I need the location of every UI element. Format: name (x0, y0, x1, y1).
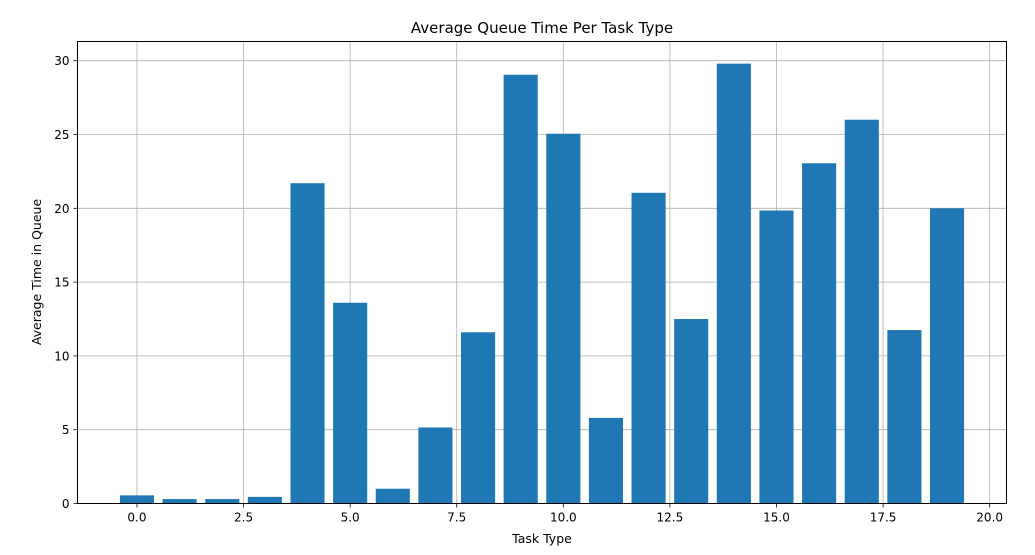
bar-task-16 (802, 163, 837, 504)
bar-task-17 (844, 119, 879, 504)
x-tick-label: 10.0 (550, 511, 577, 525)
bar-task-18 (887, 330, 922, 504)
y-tick-label: 10 (54, 349, 69, 363)
x-tick-label: 20.0 (976, 511, 1003, 525)
x-axis-label: Task Type (511, 531, 572, 546)
x-tick-label: 0.0 (127, 511, 146, 525)
bar-task-13 (674, 318, 709, 504)
x-tick-label: 12.5 (657, 511, 684, 525)
chart-title: Average Queue Time Per Task Type (411, 19, 673, 37)
bar-task-7 (418, 427, 453, 504)
bar-task-4 (290, 183, 325, 504)
bar-task-1 (162, 499, 197, 504)
axis-ticks: 0.0 2.5 5.0 7.5 10.0 12.5 15.0 17.5 20.0 0 5 10 15 20… (54, 54, 1003, 524)
y-tick-label: 15 (54, 276, 69, 290)
bar-task-8 (460, 332, 496, 504)
bar-task-5 (333, 302, 368, 504)
bar-task-12 (631, 192, 666, 504)
y-tick-label: 5 (62, 423, 70, 437)
x-tick-label: 2.5 (234, 511, 253, 525)
y-tick-label: 30 (54, 54, 69, 68)
plot-frame (77, 41, 1007, 504)
bar-task-0 (119, 495, 155, 504)
bar-task-19 (929, 208, 965, 504)
bar-task-10 (546, 133, 581, 504)
y-axis-label: Average Time in Queue (29, 199, 44, 346)
x-tick-label: 5.0 (341, 511, 360, 525)
x-tick-label: 17.5 (870, 511, 897, 525)
y-tick-label: 20 (54, 202, 69, 216)
bar-task-14 (716, 63, 751, 504)
bars (119, 63, 965, 504)
x-tick-label: 15.0 (763, 511, 790, 525)
y-tick-label: 0 (62, 497, 70, 511)
bar-task-3 (247, 496, 282, 504)
x-tick-label: 7.5 (447, 511, 466, 525)
bar-task-15 (759, 210, 794, 504)
bar-task-6 (375, 488, 410, 504)
bar-task-11 (588, 417, 624, 504)
bar-task-2 (205, 499, 240, 504)
y-tick-label: 25 (54, 128, 69, 142)
bar-task-9 (503, 74, 538, 504)
